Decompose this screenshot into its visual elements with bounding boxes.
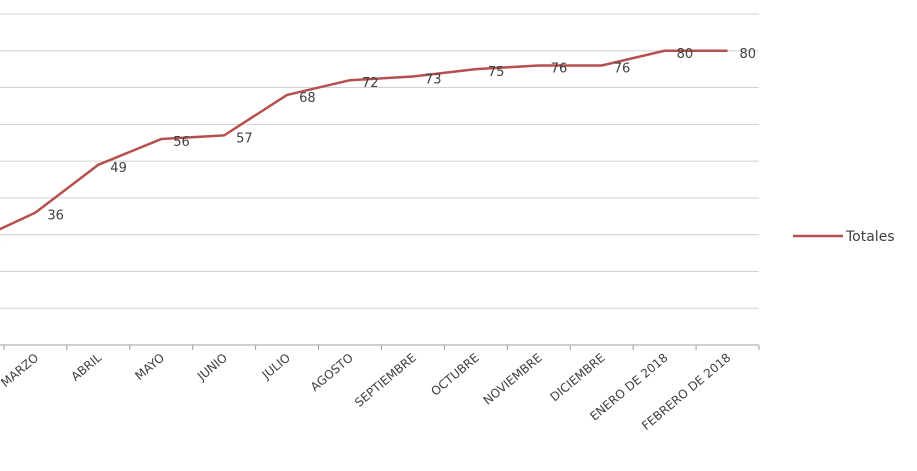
data-label: 80 bbox=[740, 47, 757, 62]
data-label: 68 bbox=[299, 91, 316, 106]
x-tick-label: SEPTIEMBRE bbox=[352, 351, 419, 410]
x-tick-label: AGOSTO bbox=[308, 351, 356, 395]
x-tick-label: NOVIEMBRE bbox=[481, 351, 545, 408]
x-tick-label: MARZO bbox=[0, 351, 41, 390]
x-tick-label: ABRIL bbox=[68, 350, 104, 383]
x-tick-label: DICIEMBRE bbox=[547, 351, 607, 405]
data-label: 56 bbox=[173, 135, 190, 150]
data-label: 72 bbox=[362, 76, 379, 91]
x-tick-label: JUNIO bbox=[194, 351, 230, 384]
data-label: 28 bbox=[0, 238, 1, 253]
data-label: 76 bbox=[551, 61, 568, 76]
x-tick-label: JULIO bbox=[259, 351, 293, 383]
series-line bbox=[0, 49, 728, 231]
data-label: 57 bbox=[236, 131, 253, 146]
x-tick-label: MAYO bbox=[132, 351, 167, 383]
data-label: 73 bbox=[425, 73, 442, 88]
legend-label: Totales bbox=[845, 229, 895, 245]
x-tick-label: OCTUBRE bbox=[428, 351, 482, 399]
data-label: 49 bbox=[110, 161, 127, 176]
data-label: 76 bbox=[614, 61, 631, 76]
data-label: 36 bbox=[47, 209, 64, 224]
data-label: 80 bbox=[677, 47, 694, 62]
data-label: 75 bbox=[488, 65, 505, 80]
